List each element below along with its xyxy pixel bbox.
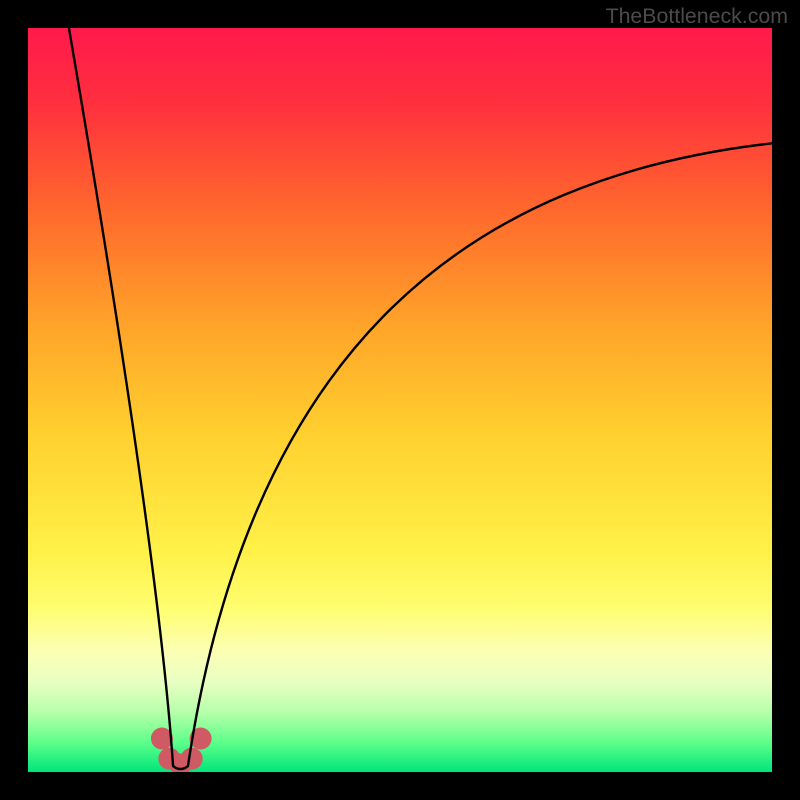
plot-area — [28, 28, 772, 772]
marker-dot — [181, 748, 203, 770]
watermark-text: TheBottleneck.com — [606, 4, 788, 29]
chart-frame: TheBottleneck.com — [0, 0, 800, 800]
v-curve-path — [69, 28, 772, 769]
markers-group — [151, 728, 212, 772]
curve-layer — [28, 28, 772, 772]
